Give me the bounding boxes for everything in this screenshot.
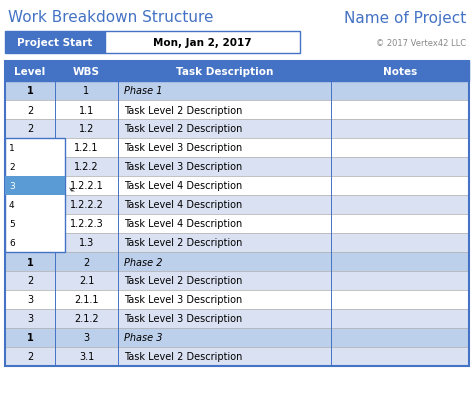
Bar [5,101,469,120]
Bar [5,82,469,101]
Text: 4: 4 [27,200,33,210]
Text: Level: Level [14,67,46,77]
Bar [5,62,469,366]
Bar [5,158,469,176]
Text: 1.2.2.2: 1.2.2.2 [70,200,103,210]
Text: 3: 3 [27,314,33,324]
Text: 1: 1 [83,86,90,96]
Text: Mon, Jan 2, 2017: Mon, Jan 2, 2017 [153,38,252,48]
Text: Name of Project: Name of Project [344,10,466,25]
Text: 3: 3 [9,182,15,190]
Text: 2: 2 [27,124,33,134]
Bar [5,120,469,139]
Bar [5,328,469,347]
Text: 1.2.1: 1.2.1 [74,143,99,153]
Bar [5,233,469,252]
Text: © 2017 Vertex42 LLC: © 2017 Vertex42 LLC [376,38,466,47]
Bar [5,290,469,309]
Text: 2.1.2: 2.1.2 [74,314,99,324]
Text: Project Start: Project Start [18,38,93,48]
Text: 1.2.2.1: 1.2.2.1 [70,181,103,191]
Bar [105,32,300,54]
Bar [5,252,469,271]
Text: 1.1: 1.1 [79,105,94,115]
Text: 3.1: 3.1 [79,352,94,362]
Text: 1.2.2.3: 1.2.2.3 [70,219,103,229]
Text: 1: 1 [27,333,33,342]
Text: Task Level 2 Description: Task Level 2 Description [124,276,242,286]
Text: 1: 1 [27,86,33,96]
Text: Task Level 2 Description: Task Level 2 Description [124,238,242,248]
Text: Task Level 4 Description: Task Level 4 Description [124,181,242,191]
Text: 3: 3 [27,143,33,153]
Text: 1.3: 1.3 [79,238,94,248]
Bar [5,32,105,54]
Text: WBS: WBS [73,67,100,77]
Text: 3: 3 [27,295,33,305]
Text: 2: 2 [27,352,33,362]
Bar [5,347,469,366]
Text: Task Level 3 Description: Task Level 3 Description [124,295,242,305]
Text: 1: 1 [9,144,15,153]
Text: 4: 4 [27,219,33,229]
Text: 3: 3 [27,162,33,172]
Text: Task Level 3 Description: Task Level 3 Description [124,314,242,324]
Text: Phase 1: Phase 1 [124,86,163,96]
Text: Task Level 4 Description: Task Level 4 Description [124,219,242,229]
Text: 2: 2 [27,238,33,248]
Bar [5,139,469,158]
Text: 2.1: 2.1 [79,276,94,286]
Polygon shape [69,188,75,192]
Text: Notes: Notes [383,67,417,77]
Text: Task Level 3 Description: Task Level 3 Description [124,143,242,153]
Text: Task Level 2 Description: Task Level 2 Description [124,124,242,134]
Bar [5,139,65,252]
Text: Task Level 2 Description: Task Level 2 Description [124,105,242,115]
Text: Phase 3: Phase 3 [124,333,163,342]
Text: 5: 5 [9,219,15,229]
Text: Work Breakdown Structure: Work Breakdown Structure [8,10,213,25]
Text: Task Level 4 Description: Task Level 4 Description [124,200,242,210]
Text: 2.1.1: 2.1.1 [74,295,99,305]
Bar [5,62,469,82]
Text: Phase 2: Phase 2 [124,257,163,267]
Text: 1.2: 1.2 [79,124,94,134]
Text: Task Level 2 Description: Task Level 2 Description [124,352,242,362]
Bar [5,176,469,196]
Text: 6: 6 [9,239,15,247]
Text: 1.2.2: 1.2.2 [74,162,99,172]
Text: 2: 2 [27,276,33,286]
Text: Task Description: Task Description [176,67,273,77]
Bar [5,309,469,328]
Bar [5,196,469,215]
Bar [5,271,469,290]
Text: 4: 4 [27,181,33,191]
Text: 1: 1 [27,257,33,267]
Text: 3: 3 [83,333,90,342]
Text: 2: 2 [9,162,15,172]
Bar [5,215,469,233]
Text: 2: 2 [83,257,90,267]
Text: 2: 2 [27,105,33,115]
Text: 4: 4 [9,200,15,209]
Bar [5,176,65,196]
Text: Task Level 3 Description: Task Level 3 Description [124,162,242,172]
